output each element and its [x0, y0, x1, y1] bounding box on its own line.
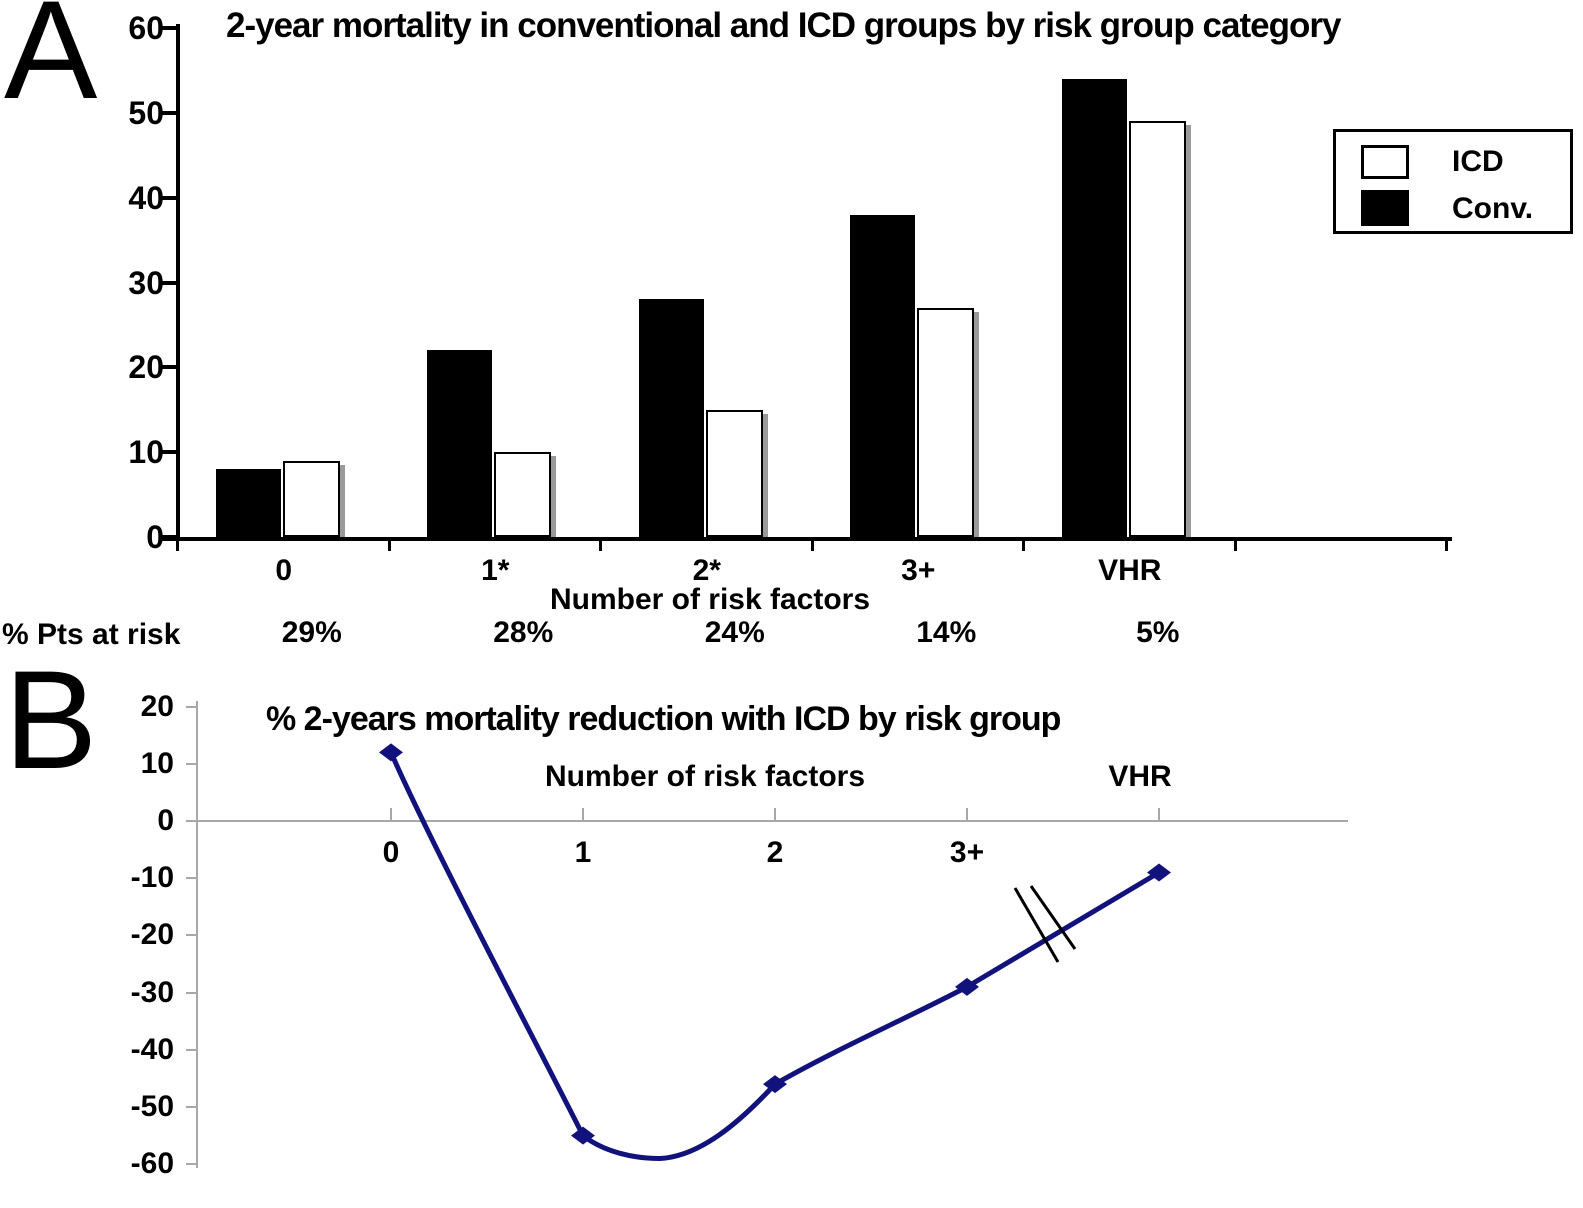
pts-at-risk-value: 5%: [1136, 616, 1180, 649]
panel-b-ytick: [186, 877, 196, 880]
legend-swatch-conv: [1361, 190, 1409, 226]
bar-icd-3+: [917, 307, 975, 537]
bar-conv-VHR: [1061, 78, 1127, 537]
bar-conv-2*: [638, 299, 704, 537]
panel-a-title: 2-year mortality in conventional and ICD…: [226, 6, 1341, 45]
panel-b-ytick: [186, 1048, 196, 1051]
data-point-diamond-3+: [955, 977, 979, 996]
panel-b-xtick: [774, 808, 776, 820]
bar-icd-2*: [705, 409, 763, 537]
bar-icd-3d-side-2*: [762, 413, 768, 537]
bar-conv-1*: [427, 350, 493, 537]
pts-at-risk-label: % Pts at risk: [2, 618, 181, 651]
panel-b-ytick: [186, 1163, 196, 1166]
panel-b-yaxis-line: [196, 701, 198, 1168]
panel-b-ytick-label: -30: [130, 975, 174, 1009]
panel-a-ytick-label: 10: [128, 434, 164, 471]
panel-a-xtick: [387, 541, 391, 551]
panel-a-ytick: [160, 365, 176, 370]
panel-b-ytick: [186, 762, 196, 765]
panel-a-ytick: [160, 195, 176, 200]
panel-a-xtick: [1022, 541, 1025, 551]
panel-a-xaxis-title: Number of risk factors: [549, 583, 871, 616]
panel-a-ytick: [160, 450, 176, 455]
panel-b-vhr-label: VHR: [1108, 760, 1172, 793]
panel-b-category-label: 3+: [949, 836, 985, 869]
panel-a-xtick: [1233, 541, 1237, 551]
panel-b-ytick-label: -40: [130, 1032, 174, 1066]
panel-a-xtick: [1445, 541, 1448, 551]
panel-a-ytick: [160, 26, 176, 30]
panel-a-xaxis-line: [160, 537, 1452, 541]
panel-b-xtick: [966, 808, 968, 820]
panel-b-ytick-label: 20: [140, 689, 174, 723]
data-point-diamond-VHR: [1147, 863, 1171, 882]
panel-b-xtick: [1158, 808, 1160, 820]
panel-a-ytick: [160, 280, 176, 285]
pts-at-risk-value: 29%: [281, 616, 342, 649]
axis-break-mark-1: [1013, 887, 1060, 963]
panel-b-ytick-label: -10: [130, 861, 174, 895]
panel-b-category-label: 1: [574, 836, 592, 869]
panel-b-ytick: [186, 705, 196, 708]
panel-a-ytick: [160, 110, 176, 115]
panel-b-ytick-label: -20: [130, 918, 174, 952]
panel-b-title: % 2-years mortality reduction with ICD b…: [266, 700, 1061, 738]
panel-a-ytick-label: 20: [128, 349, 164, 386]
bar-conv-0: [215, 469, 281, 537]
panel-b-xaxis-line: [196, 820, 1348, 822]
panel-a-ytick-label: 60: [128, 10, 164, 46]
panel-a-xtick: [599, 541, 602, 551]
data-point-diamond-0: [379, 743, 403, 762]
panel-b-xtick: [390, 808, 392, 820]
panel-b-ytick-label: -50: [130, 1090, 174, 1123]
panel-a-yaxis-line: [176, 24, 180, 541]
panel-a-category-label: 1*: [481, 554, 510, 587]
panel-b-category-label: 2: [766, 836, 784, 869]
legend: ICD Conv.: [1333, 129, 1573, 234]
panel-b-ytick: [186, 820, 196, 822]
pts-at-risk-value: 14%: [916, 616, 977, 649]
legend-label-icd: ICD: [1452, 145, 1504, 178]
panel-b-ytick-label: 10: [140, 746, 174, 780]
legend-label-conv: Conv.: [1452, 192, 1534, 225]
panel-a-category-label: 3+: [901, 554, 936, 587]
panel-b-ytick: [186, 934, 196, 937]
panel-a-ytick-label: 40: [128, 179, 164, 216]
data-point-diamond-2: [763, 1075, 787, 1094]
panel-a-xtick: [176, 541, 179, 551]
panel-b-ytick: [186, 991, 196, 994]
panel-a-letter: A: [4, 0, 98, 128]
panel-b-letter: B: [4, 641, 98, 798]
panel-b-ytick-label: 0: [157, 804, 174, 837]
bar-icd-1*: [494, 452, 552, 537]
panel-b-xaxis-title: Number of risk factors: [544, 760, 866, 793]
mortality-reduction-line: [388, 751, 1161, 1161]
panel-a-xtick: [810, 541, 814, 551]
panel-a-ytick-label: 0: [146, 519, 164, 555]
panel-a-category-label: 2*: [692, 554, 721, 587]
panel-a-category-label: VHR: [1098, 554, 1162, 587]
bar-conv-3+: [850, 214, 916, 537]
pts-at-risk-value: 28%: [493, 616, 554, 649]
bar-icd-VHR: [1128, 121, 1186, 537]
panel-b-ytick-label: -60: [130, 1147, 174, 1181]
bar-icd-3d-side-0: [339, 464, 345, 537]
panel-b-category-label: 0: [382, 836, 400, 869]
legend-swatch-icd: [1361, 145, 1409, 179]
bar-icd-3d-side-1*: [551, 456, 557, 537]
panel-b-ytick: [186, 1106, 196, 1108]
axis-break-mark-2: [1029, 885, 1077, 950]
panel-a-ytick-label: 30: [128, 264, 164, 301]
bar-icd-0: [282, 460, 340, 537]
bar-icd-3d-side-VHR: [1185, 125, 1191, 537]
panel-a-ytick-label: 50: [128, 94, 164, 131]
bar-icd-3d-side-3+: [974, 311, 980, 537]
panel-a-category-label: 0: [275, 554, 293, 587]
panel-b-xtick: [582, 808, 584, 820]
pts-at-risk-value: 24%: [704, 616, 765, 649]
data-point-diamond-1: [571, 1126, 595, 1145]
